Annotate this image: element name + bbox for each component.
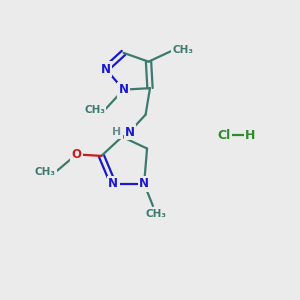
Text: N: N <box>101 62 111 76</box>
Text: Cl: Cl <box>217 129 230 142</box>
Text: H: H <box>245 129 255 142</box>
Text: H: H <box>112 127 122 137</box>
Text: CH₃: CH₃ <box>34 167 56 177</box>
Text: N: N <box>108 177 118 190</box>
Text: N: N <box>118 83 128 96</box>
Text: O: O <box>71 148 81 161</box>
Text: CH₃: CH₃ <box>146 209 167 219</box>
Text: CH₃: CH₃ <box>84 105 105 115</box>
Text: CH₃: CH₃ <box>172 45 194 55</box>
Text: N: N <box>139 177 149 190</box>
Text: N: N <box>125 126 135 139</box>
